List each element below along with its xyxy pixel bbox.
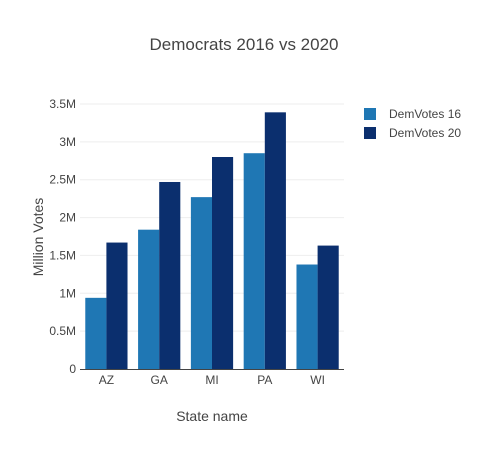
y-tick-label: 1M	[59, 286, 76, 300]
bar-demvotes-16-ga	[138, 229, 160, 369]
bar-demvotes-20-ga	[159, 181, 181, 369]
x-axis-ticks: AZ GA MI PA WI	[99, 373, 325, 387]
bar-demvotes-16-pa	[243, 153, 265, 369]
x-tick-label: GA	[151, 373, 168, 387]
bar-demvotes-16-wi	[296, 264, 318, 369]
legend: DemVotes 16 DemVotes 20	[364, 107, 461, 140]
y-tick-label: 3.5M	[49, 97, 76, 111]
legend-swatch	[364, 127, 376, 139]
y-axis-ticks: 0 0.5M 1M 1.5M 2M 2.5M 3M 3.5M	[49, 97, 76, 376]
y-tick-label: 0	[69, 362, 76, 376]
x-tick-label: PA	[257, 373, 272, 387]
bar-demvotes-20-pa	[264, 112, 286, 369]
legend-label: DemVotes 20	[389, 126, 461, 140]
bar-demvotes-20-wi	[317, 245, 339, 369]
bar-demvotes-16-mi	[190, 197, 212, 369]
bar-demvotes-16-az	[85, 297, 107, 369]
x-tick-label: MI	[205, 373, 218, 387]
legend-swatch	[364, 108, 376, 120]
x-tick-label: AZ	[99, 373, 114, 387]
bars	[85, 112, 339, 369]
bar-demvotes-20-az	[106, 242, 128, 369]
legend-label: DemVotes 16	[389, 107, 461, 121]
x-axis-title: State name	[176, 408, 248, 424]
y-tick-label: 3M	[59, 135, 76, 149]
bar-demvotes-20-mi	[212, 157, 234, 369]
chart-title: Democrats 2016 vs 2020	[150, 35, 339, 54]
y-tick-label: 1.5M	[49, 248, 76, 262]
y-tick-label: 0.5M	[49, 324, 76, 338]
y-tick-label: 2.5M	[49, 173, 76, 187]
y-axis-title: Million Votes	[30, 198, 46, 277]
y-tick-label: 2M	[59, 211, 76, 225]
x-tick-label: WI	[310, 373, 325, 387]
